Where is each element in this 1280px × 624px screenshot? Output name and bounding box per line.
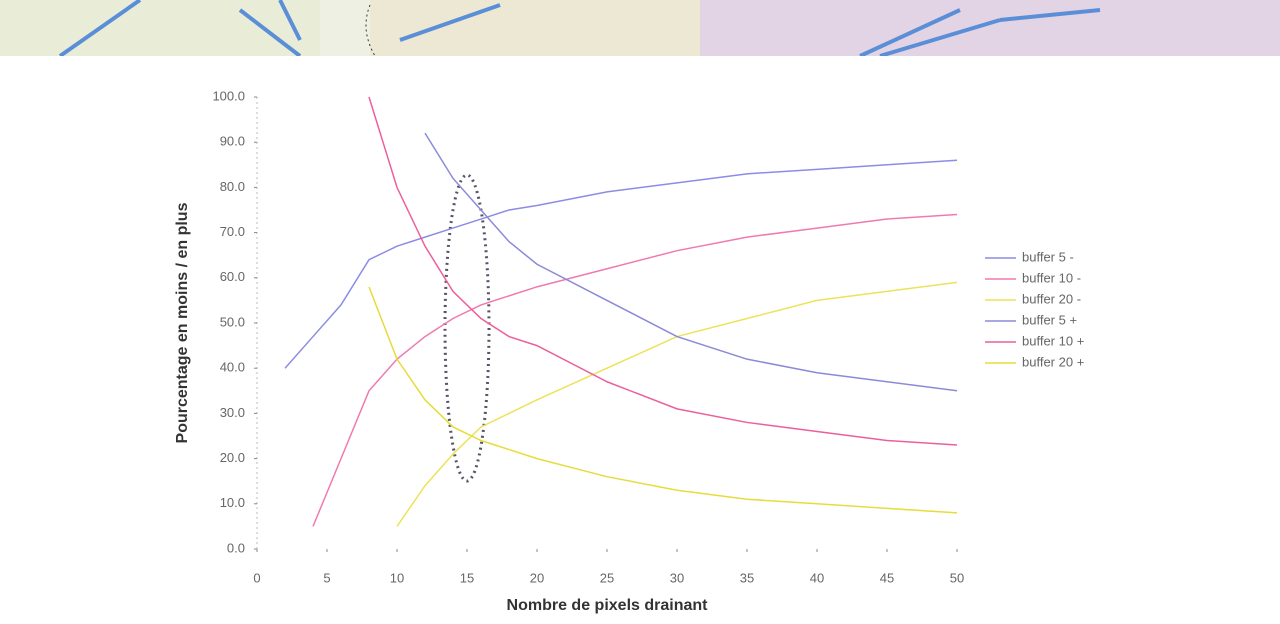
x-tick-label: 30	[670, 570, 684, 585]
series-line	[369, 287, 957, 513]
legend-label: buffer 20 -	[1022, 291, 1081, 306]
legend-label: buffer 5 -	[1022, 249, 1074, 264]
legend-label: buffer 5 +	[1022, 312, 1077, 327]
y-tick-label: 70.0	[220, 224, 245, 239]
y-tick-label: 100.0	[212, 88, 245, 103]
x-tick-label: 5	[323, 570, 330, 585]
highlight-ellipse	[445, 175, 489, 481]
series-line	[285, 160, 957, 368]
x-tick-label: 15	[460, 570, 474, 585]
x-tick-label: 20	[530, 570, 544, 585]
x-tick-label: 35	[740, 570, 754, 585]
legend-label: buffer 10 -	[1022, 270, 1081, 285]
legend-label: buffer 10 +	[1022, 333, 1084, 348]
y-tick-label: 0.0	[227, 540, 245, 555]
x-tick-label: 10	[390, 570, 404, 585]
x-tick-label: 40	[810, 570, 824, 585]
y-tick-label: 10.0	[220, 495, 245, 510]
map-strip	[0, 0, 1280, 64]
x-tick-label: 0	[253, 570, 260, 585]
x-tick-label: 45	[880, 570, 894, 585]
y-tick-label: 20.0	[220, 450, 245, 465]
y-tick-label: 80.0	[220, 179, 245, 194]
x-axis-title: Nombre de pixels drainant	[507, 597, 709, 614]
series-line	[369, 97, 957, 445]
x-tick-label: 50	[950, 570, 964, 585]
y-tick-label: 40.0	[220, 360, 245, 375]
x-tick-label: 25	[600, 570, 614, 585]
chart: Nombre de pixels drainant Pourcentage en…	[0, 0, 1280, 619]
series-line	[313, 215, 957, 527]
y-tick-label: 90.0	[220, 134, 245, 149]
y-tick-label: 60.0	[220, 269, 245, 284]
legend-label: buffer 20 +	[1022, 354, 1084, 369]
series-line	[425, 133, 957, 391]
y-tick-label: 50.0	[220, 314, 245, 329]
page: {"chart_data": {"type": "line", "x_label…	[0, 0, 1280, 619]
y-tick-label: 30.0	[220, 405, 245, 420]
y-axis-title: Pourcentage en moins / en plus	[174, 202, 191, 443]
